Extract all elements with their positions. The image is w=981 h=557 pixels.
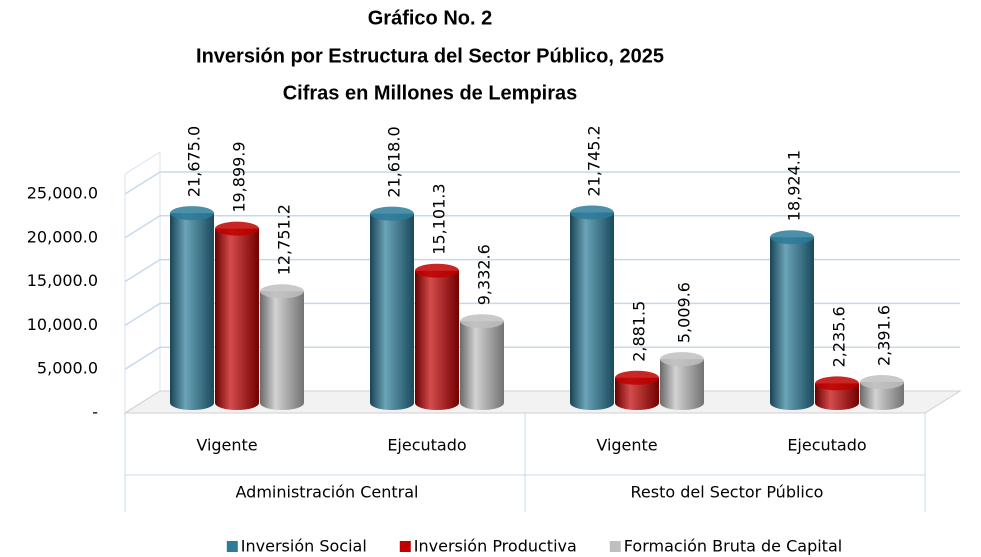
value-label: 21,675.0	[185, 126, 204, 197]
bar	[615, 377, 659, 410]
bar	[460, 321, 504, 410]
bar	[570, 212, 614, 410]
legend-label: Inversión Productiva	[414, 537, 577, 556]
value-label: 12,751.2	[275, 204, 294, 275]
floor	[123, 390, 962, 414]
bar-top	[815, 376, 859, 391]
y-tick-label: 15,000.0	[27, 271, 98, 290]
cylinder	[860, 375, 904, 410]
bar	[860, 382, 904, 410]
x-tick-label: Vigente	[596, 436, 657, 455]
cylinder	[370, 206, 414, 410]
cylinder	[770, 230, 814, 410]
unit-note: Cifras en Millones de Lempiras	[283, 82, 578, 104]
chart-title: Gráfico No. 2	[368, 7, 492, 29]
y-tick-label: -	[92, 403, 98, 422]
x-tick-label: Ejecutado	[787, 436, 866, 455]
bar	[370, 213, 414, 410]
value-label: 2,391.6	[875, 305, 894, 366]
bar-top	[215, 221, 259, 236]
bar-top	[570, 205, 614, 220]
group-label: Resto del Sector Público	[631, 483, 824, 502]
y-tick-label: 10,000.0	[27, 315, 98, 334]
y-tick-label: 5,000.0	[37, 359, 98, 378]
bar	[215, 228, 259, 410]
grid-line	[124, 171, 960, 195]
group-label: Administración Central	[236, 483, 419, 502]
bar-top	[260, 284, 304, 299]
x-tick-label: Ejecutado	[387, 436, 466, 455]
value-label: 21,745.2	[585, 125, 604, 196]
bar-top	[415, 263, 459, 278]
value-label: 2,881.5	[630, 301, 649, 362]
cylinder	[415, 263, 459, 410]
x-tick-label: Vigente	[196, 436, 257, 455]
bar	[415, 270, 459, 410]
grid-line	[124, 258, 960, 283]
y-tick-label: 20,000.0	[27, 227, 98, 246]
y-tick-label: 25,000.0	[27, 184, 98, 203]
value-label: 5,009.6	[675, 282, 694, 343]
legend-swatch	[226, 541, 238, 552]
bar	[660, 359, 704, 410]
value-label: 15,101.3	[430, 183, 449, 254]
bar	[815, 383, 859, 410]
bar-top	[370, 206, 414, 221]
value-label: 9,332.6	[475, 244, 494, 305]
bar	[770, 237, 814, 410]
chart-subtitle: Inversión por Estructura del Sector Públ…	[196, 45, 664, 67]
value-label: 21,618.0	[385, 126, 404, 197]
bar	[260, 291, 304, 410]
cylinder	[570, 205, 614, 410]
cylinder	[815, 376, 859, 410]
cylinder	[660, 352, 704, 410]
value-label: 19,899.9	[230, 141, 249, 212]
grid-line	[124, 346, 960, 370]
cylinder	[215, 221, 259, 410]
bar-top	[860, 375, 904, 390]
value-label: 2,235.6	[830, 306, 849, 367]
bar-top	[460, 314, 504, 329]
cylinder	[615, 370, 659, 410]
grid-line	[124, 215, 960, 239]
cylinder	[170, 206, 214, 410]
legend-label: Inversión Social	[241, 537, 367, 556]
grid-line	[124, 302, 960, 327]
bar-top	[770, 230, 814, 245]
legend-swatch	[399, 541, 411, 552]
legend-swatch	[609, 541, 621, 552]
value-label: 18,924.1	[785, 150, 804, 221]
cylinder	[260, 284, 304, 410]
cylinder	[460, 314, 504, 410]
legend-label: Formación Bruta de Capital	[624, 537, 842, 556]
bar-top	[170, 206, 214, 221]
bar-top	[615, 370, 659, 385]
bar-top	[660, 352, 704, 367]
bar	[170, 213, 214, 410]
